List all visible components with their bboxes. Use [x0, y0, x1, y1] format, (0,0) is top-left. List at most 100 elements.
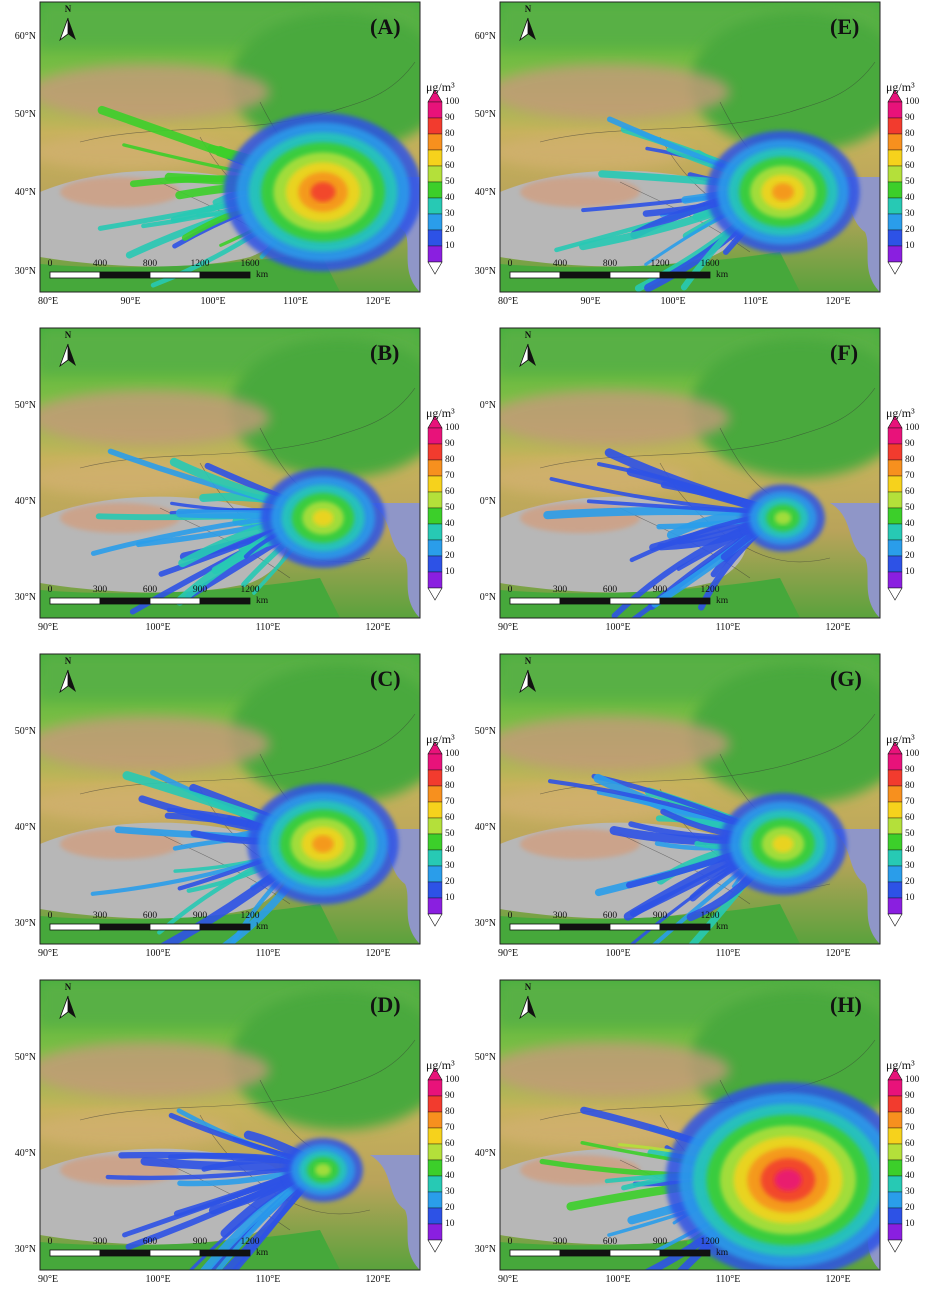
colorbar: [887, 741, 903, 927]
map-panel-a: N (A) 60°N 50°N 40°N 30°N 80°E 90°E 100°E 110°E 12…: [15, 1, 460, 322]
scale-unit: km: [256, 270, 269, 280]
lat-label: 30°N: [474, 265, 496, 277]
colorbar-tick-label: 100: [445, 1075, 460, 1085]
colorbar-tick-label: 90: [445, 765, 455, 775]
colorbar-tick-label: 100: [905, 1075, 920, 1085]
lon-label: 110°E: [715, 948, 741, 959]
lon-label: 90°E: [497, 622, 519, 633]
scale-bar: [49, 1249, 251, 1257]
colorbar-tick-label: 80: [905, 129, 915, 139]
map-panel-e: N (E) 60°N 50°N 40°N 30°N 80°E 90°E 100°E 110°E 12…: [475, 1, 920, 322]
lat-label: 60°N: [14, 30, 36, 42]
map-canvas: [39, 1, 443, 293]
scale-tick-label: 1200: [650, 259, 670, 269]
lat-label: 40°N: [474, 1148, 496, 1159]
lat-label: 50°N: [14, 109, 36, 121]
scale-unit: km: [716, 1248, 729, 1258]
colorbar-tick-label: 20: [905, 877, 915, 887]
colorbar-tick-label: 70: [905, 471, 915, 481]
lon-label: 80°E: [37, 296, 59, 307]
colorbar-tick-label: 90: [445, 439, 455, 449]
scale-tick-label: 900: [652, 585, 668, 595]
colorbar-tick-label: 100: [445, 97, 460, 107]
lat-label: 50°N: [474, 1052, 496, 1064]
sea-area: [830, 829, 880, 944]
colorbar-tick-label: 20: [445, 877, 455, 887]
lat-label: 50°N: [474, 726, 496, 738]
panel-label: (F): [830, 340, 859, 365]
map-panel-d: N (D) 50°N 40°N 30°N 90°E 100°E 110°E 120°E 0 300 6…: [15, 979, 460, 1300]
colorbar-tick-label: 30: [445, 1187, 455, 1197]
panel-label: (D): [370, 992, 401, 1017]
lat-label: 30°N: [14, 591, 36, 603]
scale-bar: [509, 597, 711, 605]
lon-label: 120°E: [825, 622, 851, 633]
scale-tick-label: 900: [652, 1237, 668, 1247]
colorbar-tick-label: 40: [905, 845, 915, 855]
colorbar-tick-label: 60: [445, 161, 455, 171]
lat-label: 0°N: [479, 591, 496, 603]
scale-tick-label: 1600: [700, 259, 720, 269]
lon-label: 100°E: [605, 622, 631, 633]
scale-tick-label: 600: [142, 1237, 158, 1247]
scale-tick-label: 400: [552, 259, 568, 269]
colorbar: [887, 1067, 903, 1253]
colorbar-tick-label: 90: [905, 1091, 915, 1101]
lon-label: 110°E: [283, 296, 308, 307]
colorbar-tick-label: 40: [445, 1171, 455, 1181]
colorbar-unit: μg/m³: [886, 80, 915, 94]
colorbar-tick-label: 20: [445, 551, 455, 561]
colorbar-tick-label: 10: [905, 1219, 915, 1229]
north-arrow-label: N: [64, 4, 72, 14]
scale-bar: [509, 1249, 711, 1257]
north-arrow-label: N: [64, 656, 72, 666]
scale-tick-label: 300: [92, 1237, 108, 1247]
colorbar-tick-label: 50: [445, 177, 455, 187]
lat-label: 30°N: [14, 265, 36, 277]
colorbar-tick-label: 30: [905, 861, 915, 871]
panel-label: (H): [830, 992, 862, 1017]
colorbar-tick-label: 80: [445, 1107, 455, 1117]
scale-unit: km: [716, 596, 729, 606]
scale-tick-label: 600: [602, 911, 618, 921]
colorbar: [427, 89, 443, 275]
colorbar: [427, 415, 443, 601]
concentration-plume: [554, 116, 860, 292]
colorbar-unit: μg/m³: [886, 732, 915, 746]
colorbar-unit: μg/m³: [886, 406, 915, 420]
map-panel-g: N (G) 50°N 40°N 30°N 90°E 100°E 110°E 120°E 0 300 6…: [475, 653, 920, 974]
scale-bar: [509, 271, 711, 279]
colorbar-tick-label: 80: [905, 455, 915, 465]
scale-tick-label: 0: [47, 911, 53, 921]
colorbar-tick-label: 70: [445, 471, 455, 481]
lon-label: 90°E: [37, 622, 59, 633]
colorbar-tick-label: 40: [445, 519, 455, 529]
colorbar-tick-label: 50: [905, 503, 915, 513]
north-arrow-label: N: [524, 982, 532, 992]
colorbar-tick-label: 50: [905, 1155, 915, 1165]
scale-tick-label: 1600: [240, 259, 260, 269]
lat-label: 50°N: [14, 726, 36, 738]
colorbar-tick-label: 90: [905, 439, 915, 449]
scale-tick-label: 800: [602, 259, 618, 269]
map-canvas: [39, 653, 443, 945]
colorbar-tick-label: 10: [445, 567, 455, 577]
map-panel-c: N (C) 50°N 40°N 30°N 90°E 100°E 110°E 120°E 0 300 6…: [15, 653, 460, 974]
colorbar-tick-label: 100: [445, 423, 460, 433]
lat-label: 40°N: [14, 1148, 36, 1159]
colorbar-tick-label: 70: [905, 145, 915, 155]
north-arrow-icon: [519, 17, 536, 42]
scale-tick-label: 1200: [700, 585, 720, 595]
lon-label: 80°E: [497, 296, 519, 307]
map-panel-b: N (B) 50°N 40°N 30°N 90°E 100°E 110°E 120°E 0 300 6…: [15, 327, 460, 648]
lat-label: 30°N: [474, 1243, 496, 1255]
scale-tick-label: 300: [552, 1237, 568, 1247]
lat-label: 40°N: [14, 187, 36, 199]
lon-label: 120°E: [825, 1274, 851, 1285]
north-arrow-icon: [59, 343, 76, 368]
lon-label: 110°E: [743, 296, 768, 307]
scale-unit: km: [256, 596, 269, 606]
scale-tick-label: 400: [92, 259, 108, 269]
lon-label: 100°E: [605, 948, 631, 959]
colorbar-tick-label: 70: [905, 1123, 915, 1133]
